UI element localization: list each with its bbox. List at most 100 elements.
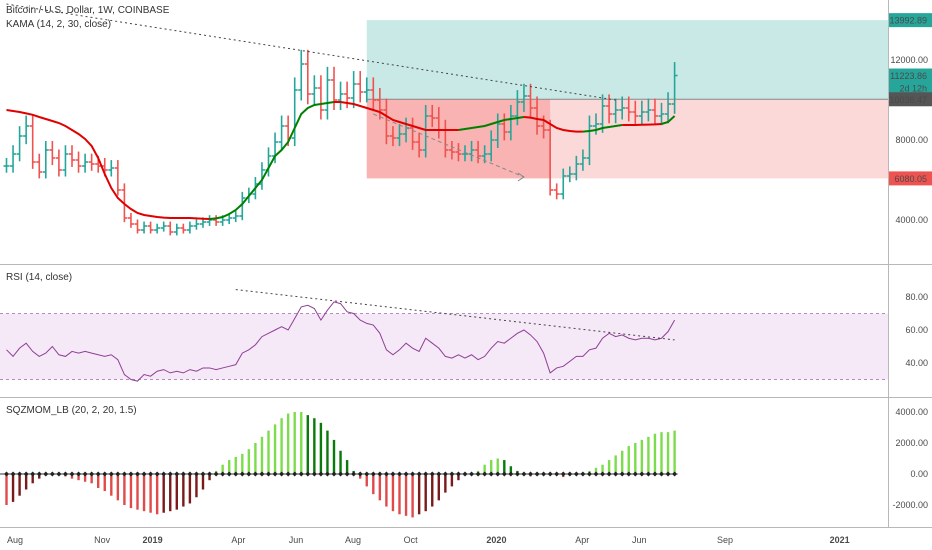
price-bar[interactable] <box>527 83 534 118</box>
kama-legend[interactable]: KAMA (14, 2, 30, close) <box>6 19 111 30</box>
price-bar[interactable] <box>350 71 357 109</box>
sqzmom-legend[interactable]: SQZMOM_LB (20, 2, 20, 1.5) <box>6 405 137 416</box>
price-bar[interactable] <box>573 155 580 181</box>
price-bar[interactable] <box>416 132 423 158</box>
price-bar[interactable] <box>206 215 213 226</box>
price-bar[interactable] <box>69 145 75 167</box>
price-bar[interactable] <box>501 113 508 141</box>
price-bar[interactable] <box>317 75 324 120</box>
long-position-tool[interactable] <box>366 20 888 179</box>
price-bar[interactable] <box>455 143 462 162</box>
price-bar[interactable] <box>3 157 10 173</box>
price-bar[interactable] <box>311 75 318 105</box>
price-bar[interactable] <box>475 141 482 164</box>
price-bar[interactable] <box>579 149 586 171</box>
price-bar[interactable] <box>114 160 121 196</box>
price-bar[interactable] <box>134 219 141 234</box>
price-bar[interactable] <box>566 166 573 183</box>
price-bar[interactable] <box>213 215 220 226</box>
price-bar[interactable] <box>186 221 193 234</box>
price-bar[interactable] <box>593 113 599 135</box>
projection-arrow-line[interactable] <box>373 113 525 178</box>
profit-zone[interactable] <box>366 20 888 100</box>
momentum-pane[interactable] <box>0 412 678 518</box>
price-bar[interactable] <box>422 104 429 158</box>
price-bar[interactable] <box>462 145 468 162</box>
price-bar[interactable] <box>337 81 344 110</box>
price-bar[interactable] <box>127 213 134 228</box>
price-bar[interactable] <box>488 130 495 162</box>
price-bar[interactable] <box>10 145 17 173</box>
squeeze-dot <box>449 471 455 477</box>
price-bar[interactable] <box>507 104 514 141</box>
price-bar[interactable] <box>547 119 554 196</box>
price-bar[interactable] <box>324 66 331 120</box>
price-bar[interactable] <box>494 113 501 148</box>
price-bar[interactable] <box>62 145 69 177</box>
price-bar[interactable] <box>638 100 645 126</box>
price-bar[interactable] <box>586 115 593 166</box>
price-bar[interactable] <box>651 98 658 126</box>
price-bar[interactable] <box>154 223 161 234</box>
price-bar[interactable] <box>396 124 403 147</box>
price-bar[interactable] <box>167 221 174 236</box>
price-bar[interactable] <box>520 83 527 112</box>
price-bar[interactable] <box>383 98 390 145</box>
rsi-pane[interactable] <box>6 289 676 382</box>
price-bar[interactable] <box>180 223 187 234</box>
price-bar[interactable] <box>560 168 567 200</box>
price-bar[interactable] <box>468 141 475 162</box>
price-pane[interactable] <box>3 3 678 236</box>
price-bar[interactable] <box>671 62 678 114</box>
price-bar[interactable] <box>88 153 95 171</box>
price-bar[interactable] <box>665 92 672 124</box>
price-bar[interactable] <box>553 183 560 200</box>
price-bar[interactable] <box>23 115 30 145</box>
price-bar[interactable] <box>36 153 43 179</box>
price-bar[interactable] <box>291 77 298 147</box>
price-bar[interactable] <box>514 90 521 126</box>
price-bar[interactable] <box>357 71 364 103</box>
squeeze-dot <box>573 471 579 477</box>
price-bar[interactable] <box>278 115 285 150</box>
price-bar[interactable] <box>298 49 305 101</box>
price-bar[interactable] <box>82 153 89 173</box>
price-bar[interactable] <box>49 141 56 166</box>
price-bar[interactable] <box>376 88 383 120</box>
price-bar[interactable] <box>29 115 36 169</box>
rsi-trendline[interactable] <box>235 289 675 341</box>
price-bar[interactable] <box>625 96 632 122</box>
price-bar[interactable] <box>160 221 167 232</box>
price-bar[interactable] <box>108 160 115 177</box>
squeeze-dot <box>10 471 16 477</box>
price-bar[interactable] <box>534 96 541 135</box>
price-bar[interactable] <box>612 98 619 124</box>
price-bar[interactable] <box>448 141 455 160</box>
price-bar[interactable] <box>147 221 154 234</box>
price-bar[interactable] <box>599 94 606 133</box>
price-bar[interactable] <box>619 96 626 120</box>
price-bar[interactable] <box>16 126 23 162</box>
price-bar[interactable] <box>304 49 311 105</box>
stop-zone[interactable] <box>366 99 888 179</box>
price-bar[interactable] <box>232 210 239 223</box>
price-bar[interactable] <box>42 141 49 179</box>
price-bar[interactable] <box>429 104 436 128</box>
price-bar[interactable] <box>55 149 62 177</box>
price-bar[interactable] <box>409 117 416 150</box>
price-bar[interactable] <box>658 102 665 126</box>
price-bar[interactable] <box>75 151 82 173</box>
price-bar[interactable] <box>141 221 148 234</box>
price-bar[interactable] <box>632 100 639 126</box>
price-bar[interactable] <box>193 219 200 230</box>
time-tick-label: Aug <box>7 535 23 545</box>
symbol-title[interactable]: Bitcoin / U.S. Dollar, 1W, COINBASE <box>6 5 170 16</box>
momentum-bar <box>601 464 604 474</box>
price-bar[interactable] <box>645 98 652 122</box>
rsi-legend[interactable]: RSI (14, close) <box>6 272 72 283</box>
price-bar[interactable] <box>363 77 370 103</box>
price-bar[interactable] <box>389 126 396 147</box>
price-bar[interactable] <box>239 191 246 221</box>
price-bar[interactable] <box>173 223 180 236</box>
price-bar[interactable] <box>370 77 377 110</box>
